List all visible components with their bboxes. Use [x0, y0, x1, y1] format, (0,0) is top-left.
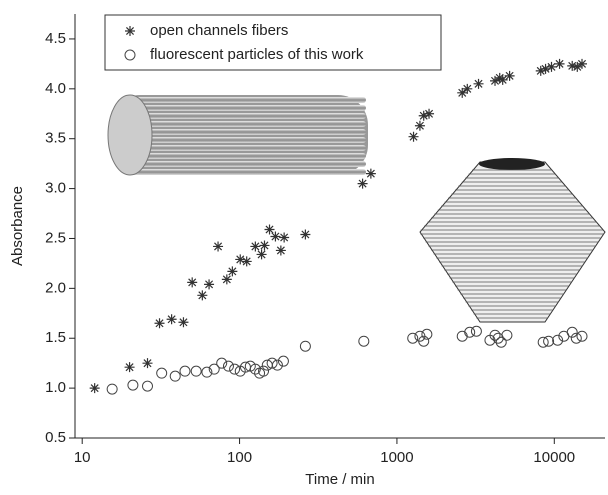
star-marker	[178, 317, 188, 327]
star-marker	[577, 59, 587, 69]
chart: Time / min Absorbance 0.5 1.0 1.5 2.0 2.5 3.0…	[0, 0, 608, 495]
star-marker	[155, 318, 165, 328]
star-marker	[259, 240, 269, 250]
star-marker	[167, 314, 177, 324]
y-tick-label: 4.0	[45, 80, 66, 97]
y-axis-label: Absorbance	[9, 186, 26, 266]
star-marker	[415, 121, 425, 131]
x-axis-label: Time / min	[305, 471, 374, 488]
circle-marker	[465, 327, 475, 337]
fiber	[130, 161, 366, 167]
particle-illustration	[420, 158, 605, 322]
circle-marker	[471, 326, 481, 336]
circle-marker	[300, 341, 310, 351]
star-marker	[270, 231, 280, 241]
fiber	[130, 153, 366, 159]
circle-marker	[170, 371, 180, 381]
star-marker	[424, 109, 434, 119]
fiber	[130, 105, 366, 111]
fiber	[130, 145, 366, 151]
star-marker	[462, 84, 472, 94]
fiber	[130, 97, 366, 103]
star-marker	[409, 132, 419, 142]
star-marker	[197, 290, 207, 300]
fiber-illustration	[108, 95, 368, 175]
y-tick-label: 0.5	[45, 429, 66, 446]
y-tick-label: 4.5	[45, 30, 66, 47]
legend-marker	[125, 26, 135, 36]
star-marker	[125, 362, 135, 372]
fiber	[130, 129, 366, 135]
star-marker	[300, 229, 310, 239]
legend-label: open channels fibers	[150, 22, 288, 39]
star-marker	[276, 245, 286, 255]
circle-marker	[502, 330, 512, 340]
star-marker	[505, 71, 515, 81]
x-tick-label: 10000	[533, 449, 575, 466]
circle-marker	[128, 380, 138, 390]
star-marker	[257, 249, 267, 259]
star-marker	[250, 241, 260, 251]
y-tick-label: 1.0	[45, 379, 66, 396]
circle-marker	[359, 336, 369, 346]
fiber	[130, 137, 366, 143]
star-marker	[358, 179, 368, 189]
circle-marker	[191, 366, 201, 376]
star-marker	[222, 274, 232, 284]
circle-marker	[230, 364, 240, 374]
y-tick-label: 3.0	[45, 180, 66, 197]
star-marker	[227, 266, 237, 276]
circle-marker	[408, 333, 418, 343]
y-tick-label: 1.5	[45, 329, 66, 346]
star-marker	[143, 358, 153, 368]
x-tick-label: 10	[74, 449, 91, 466]
star-marker	[366, 169, 376, 179]
star-marker	[265, 224, 275, 234]
star-marker	[279, 232, 289, 242]
circle-marker	[107, 384, 117, 394]
y-tick-label: 2.5	[45, 229, 66, 246]
fiber	[130, 169, 366, 175]
legend-label: fluorescent particles of this work	[150, 46, 364, 63]
star-marker	[204, 279, 214, 289]
y-tick-label: 3.5	[45, 130, 66, 147]
circle-marker	[223, 361, 233, 371]
x-tick-label: 100	[227, 449, 252, 466]
star-marker	[474, 79, 484, 89]
x-tick-label: 1000	[380, 449, 413, 466]
star-marker	[187, 277, 197, 287]
star-marker	[235, 254, 245, 264]
circle-marker	[157, 368, 167, 378]
circle-marker	[457, 331, 467, 341]
star-marker	[90, 383, 100, 393]
circle-marker	[255, 368, 265, 378]
y-tick-label: 2.0	[45, 279, 66, 296]
fiber	[130, 113, 366, 119]
circle-marker	[577, 331, 587, 341]
circle-marker	[143, 381, 153, 391]
fiber	[130, 121, 366, 127]
star-marker	[213, 241, 223, 251]
circle-marker	[217, 358, 227, 368]
star-marker	[555, 59, 565, 69]
star-marker	[242, 256, 252, 266]
circle-marker	[180, 366, 190, 376]
